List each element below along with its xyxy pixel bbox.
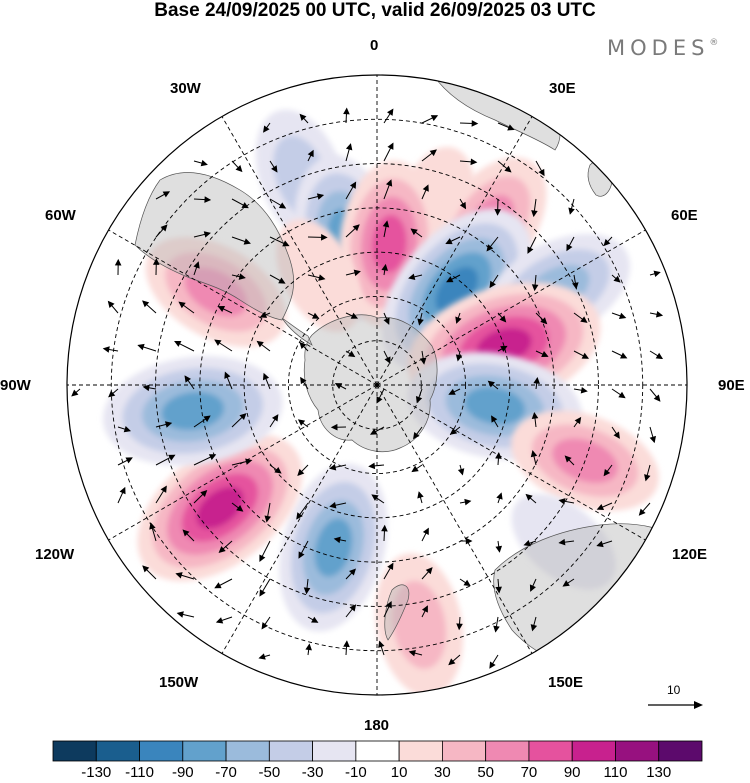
colorbar-tick-label: 130 bbox=[646, 764, 671, 781]
colorbar-swatch bbox=[269, 741, 312, 761]
lon-label-180: 180 bbox=[364, 717, 389, 734]
lon-label-0: 0 bbox=[370, 37, 378, 54]
colorbar bbox=[53, 741, 702, 761]
colorbar-swatch bbox=[356, 741, 399, 761]
colorbar-swatch bbox=[615, 741, 658, 761]
colorbar-swatch bbox=[399, 741, 442, 761]
colorbar-tick-label: -70 bbox=[215, 764, 237, 781]
colorbar-swatch bbox=[226, 741, 269, 761]
colorbar-tick-label: -130 bbox=[81, 764, 111, 781]
colorbar-tick-label: 70 bbox=[521, 764, 538, 781]
lon-label-150w: 150W bbox=[159, 674, 198, 691]
lon-label-60w: 60W bbox=[45, 207, 76, 224]
colorbar-swatch bbox=[486, 741, 529, 761]
polar-map bbox=[0, 0, 750, 783]
colorbar-swatch bbox=[313, 741, 356, 761]
south-pole-marker bbox=[375, 383, 379, 387]
colorbar-tick-label: -50 bbox=[258, 764, 280, 781]
colorbar-swatch bbox=[659, 741, 702, 761]
lon-label-30w: 30W bbox=[170, 80, 201, 97]
colorbar-tick-label: -10 bbox=[345, 764, 367, 781]
colorbar-swatch bbox=[140, 741, 183, 761]
colorbar-tick-label: -110 bbox=[125, 764, 154, 781]
colorbar-tick-label: 10 bbox=[391, 764, 408, 781]
lon-label-90w: 90W bbox=[0, 377, 31, 394]
lon-label-120w: 120W bbox=[35, 546, 74, 563]
vector-reference-arrow bbox=[648, 701, 703, 709]
vector-reference-label: 10 bbox=[667, 683, 680, 697]
lon-label-30e: 30E bbox=[549, 80, 576, 97]
colorbar-tick-label: -30 bbox=[302, 764, 324, 781]
colorbar-swatch bbox=[572, 741, 615, 761]
lon-label-90e: 90E bbox=[718, 377, 745, 394]
lon-label-120e: 120E bbox=[672, 546, 707, 563]
colorbar-swatch bbox=[53, 741, 96, 761]
colorbar-swatch bbox=[96, 741, 139, 761]
colorbar-swatch bbox=[529, 741, 572, 761]
colorbar-tick-label: 30 bbox=[434, 764, 451, 781]
lon-label-150e: 150E bbox=[548, 674, 583, 691]
colorbar-tick-label: 50 bbox=[477, 764, 494, 781]
lon-label-60e: 60E bbox=[671, 207, 698, 224]
colorbar-tick-label: 110 bbox=[603, 764, 627, 781]
colorbar-swatch bbox=[183, 741, 226, 761]
colorbar-swatch bbox=[442, 741, 485, 761]
colorbar-tick-label: 90 bbox=[564, 764, 581, 781]
colorbar-tick-label: -90 bbox=[172, 764, 194, 781]
